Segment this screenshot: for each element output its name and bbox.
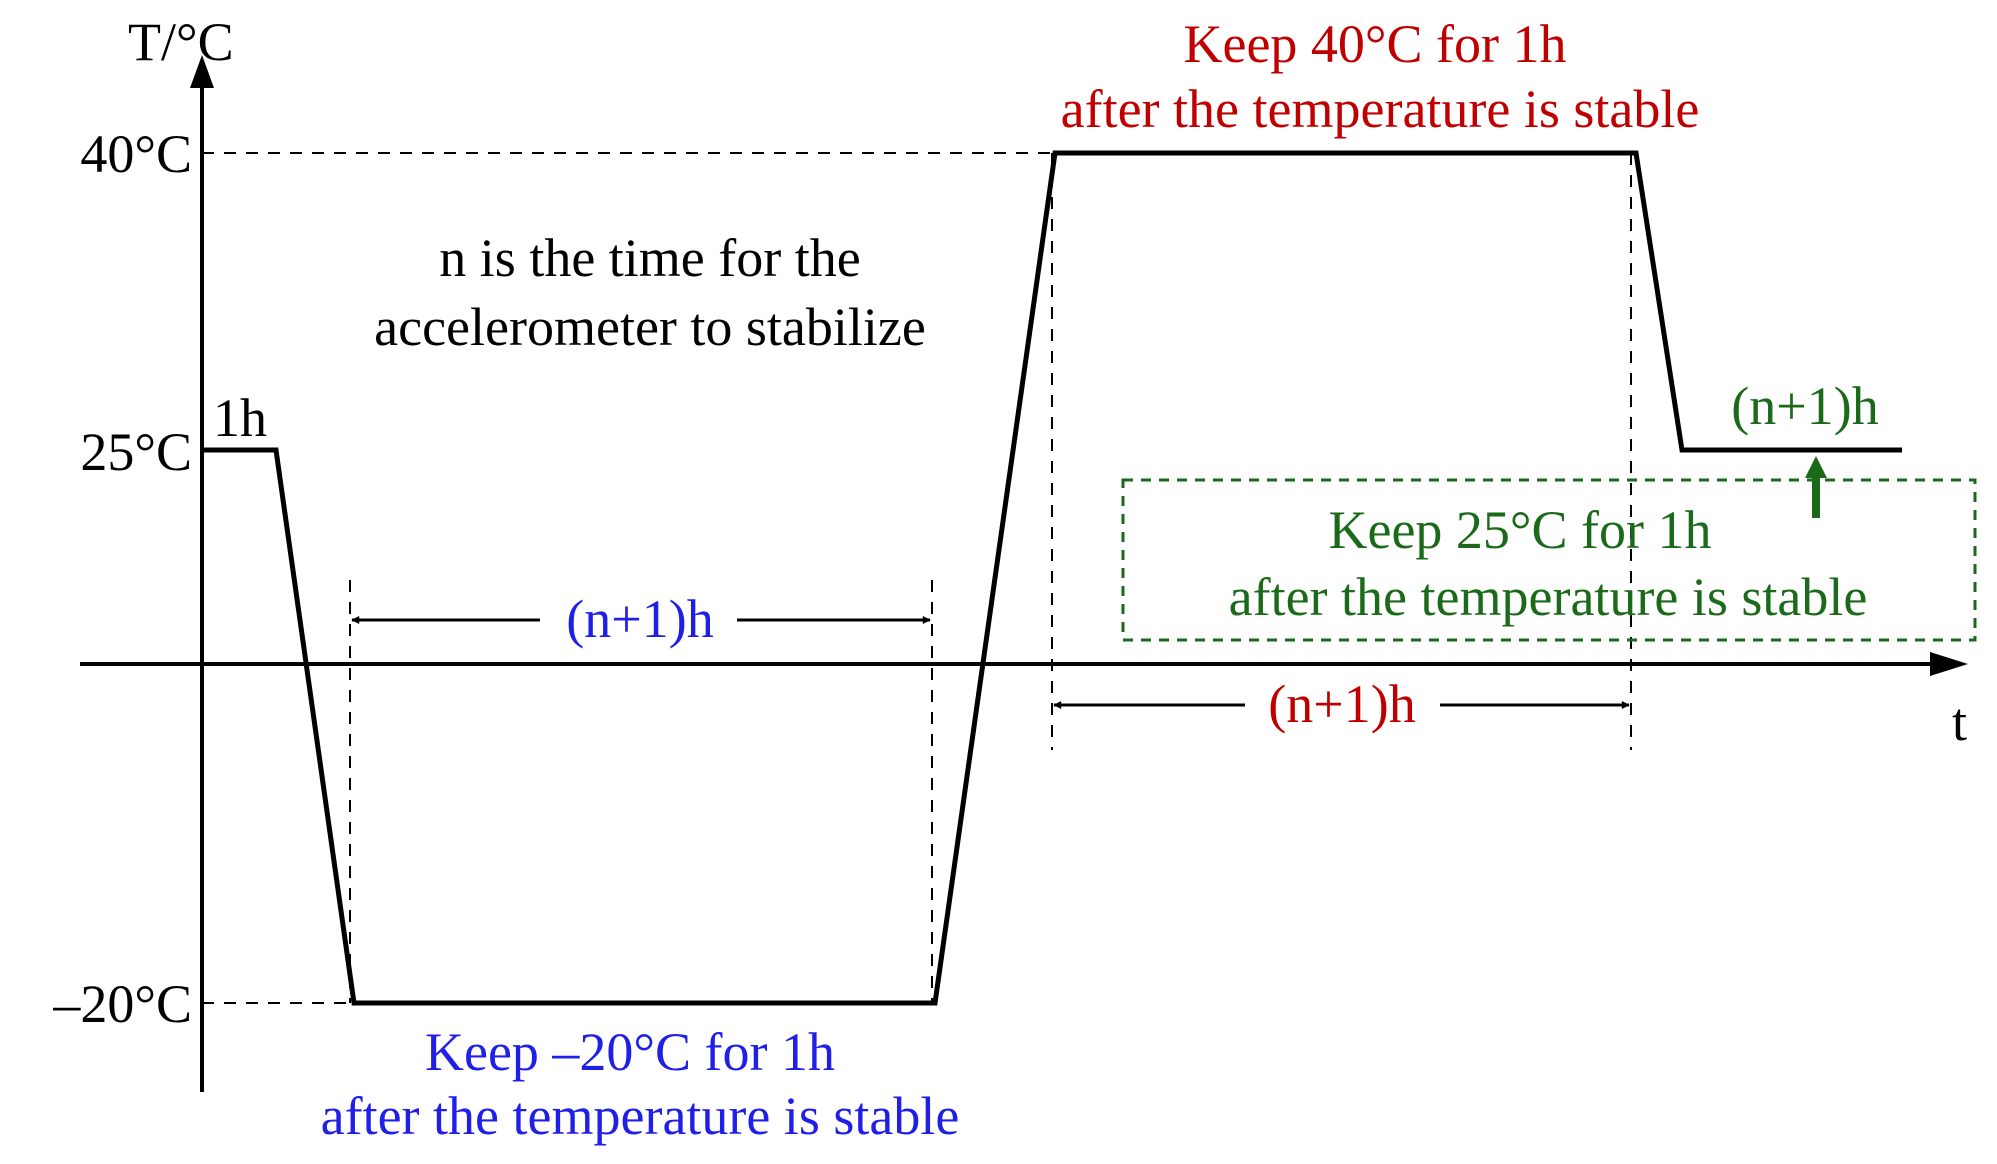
green-arrow-icon (1805, 456, 1827, 518)
tick-40c: 40°C (80, 124, 192, 184)
initial-hold-label: 1h (213, 388, 267, 448)
tick-25c: 25°C (80, 422, 192, 482)
stabilize-note-line1: n is the time for the (439, 228, 860, 288)
cold-duration-label: (n+1)h (566, 589, 713, 649)
cold-keep-line1: Keep –20°C for 1h (425, 1022, 835, 1082)
final-keep-line1: Keep 25°C for 1h (1328, 500, 1711, 560)
final-duration-label: (n+1)h (1731, 376, 1878, 436)
y-axis-arrow-icon (190, 55, 214, 88)
final-keep-line2: after the temperature is stable (1229, 567, 1868, 627)
tick-minus20c: –20°C (52, 974, 192, 1034)
stabilize-note-line2: accelerometer to stabilize (374, 297, 926, 357)
cold-keep-line2: after the temperature is stable (321, 1086, 960, 1146)
y-axis (190, 55, 214, 1092)
hot-keep-line2: after the temperature is stable (1061, 79, 1700, 139)
temperature-profile-curve (202, 150, 1902, 1006)
x-axis (80, 652, 1968, 676)
hot-keep-line1: Keep 40°C for 1h (1183, 14, 1566, 74)
hot-duration-label: (n+1)h (1268, 674, 1415, 734)
x-axis-arrow-icon (1930, 652, 1968, 676)
x-axis-label: t (1952, 692, 1967, 752)
final-keep-box (1121, 478, 1977, 642)
y-axis-label: T/°C (128, 12, 234, 72)
guide-lines (202, 152, 1632, 1004)
